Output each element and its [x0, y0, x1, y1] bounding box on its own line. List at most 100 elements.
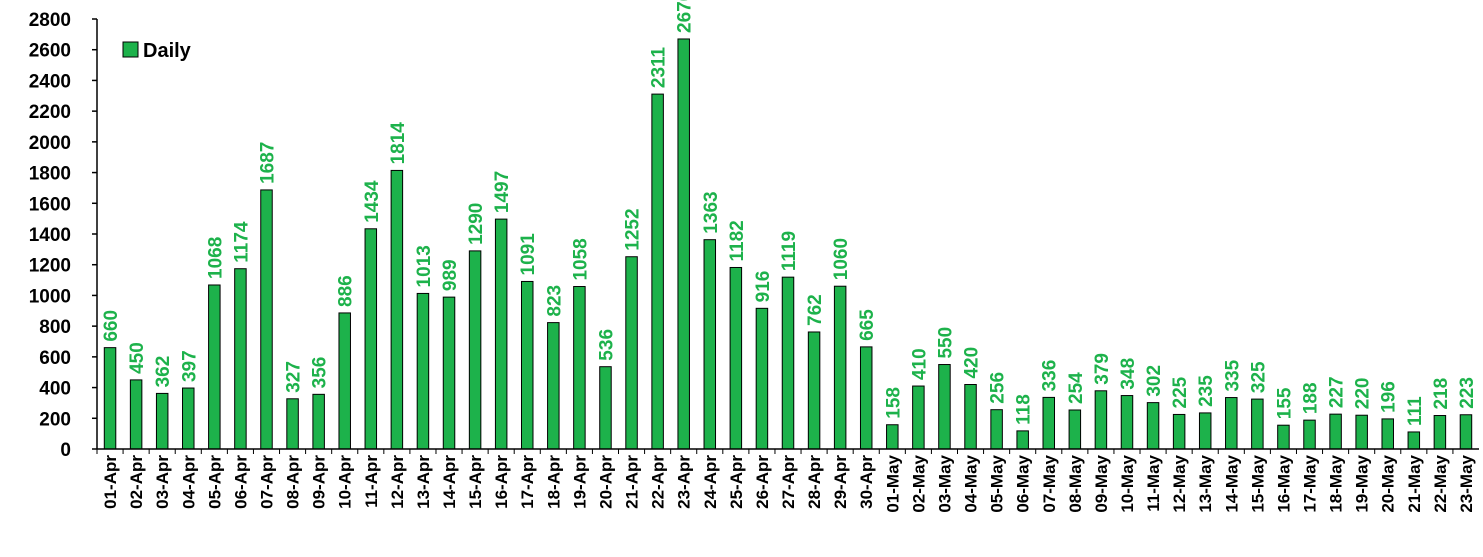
data-label: 356	[310, 357, 331, 389]
bar	[755, 307, 769, 450]
data-label: 420	[962, 347, 983, 379]
y-tick-label: 400	[39, 379, 71, 400]
data-label: 550	[935, 327, 956, 359]
x-tick-label: 16-Apr	[492, 455, 511, 509]
data-label: 155	[1274, 387, 1295, 419]
bar	[886, 424, 899, 450]
bars	[103, 38, 1473, 450]
x-tick-label: 12-Apr	[388, 455, 407, 509]
data-label: 1363	[701, 191, 722, 233]
data-label: 379	[1092, 353, 1113, 385]
data-label: 1434	[362, 180, 383, 223]
bar	[1433, 415, 1447, 450]
x-tick-label: 11-Apr	[362, 455, 381, 508]
bar	[1068, 409, 1082, 450]
data-label: 362	[153, 356, 174, 388]
data-label: 235	[1196, 375, 1217, 407]
x-tick-label: 05-Apr	[205, 455, 224, 509]
x-tick-label: 10-May	[1118, 454, 1137, 512]
x-tick-label: 06-Apr	[231, 455, 250, 509]
x-tick-label: 17-May	[1301, 454, 1320, 512]
x-tick-label: 21-Apr	[623, 455, 642, 509]
x-tick-label: 12-May	[1170, 454, 1189, 512]
data-label: 1091	[518, 233, 539, 276]
bar	[1172, 413, 1186, 450]
data-label: 1814	[388, 122, 409, 165]
y-tick-label: 2600	[29, 41, 71, 62]
bar	[807, 331, 821, 450]
x-tick-label: 28-Apr	[805, 455, 824, 509]
data-label: 111	[1405, 396, 1426, 426]
bar	[599, 366, 612, 450]
legend: Daily	[122, 40, 192, 62]
x-tick-label: 23-Apr	[675, 455, 694, 509]
y-tick-label: 1200	[29, 256, 71, 277]
data-label: 254	[1066, 372, 1087, 404]
data-label: 410	[909, 348, 930, 380]
x-tick-label: 05-May	[988, 454, 1007, 512]
data-label: 1182	[727, 220, 748, 261]
data-label: 450	[127, 342, 148, 374]
bar	[547, 322, 560, 450]
bar	[416, 292, 430, 450]
y-tick-label: 1800	[29, 164, 71, 185]
x-tick-label: 04-Apr	[179, 455, 198, 509]
bar	[1094, 390, 1108, 450]
bar	[990, 409, 1003, 450]
x-tick-label: 26-Apr	[753, 455, 772, 509]
x-tick-label: 13-Apr	[414, 455, 433, 509]
bar	[364, 228, 378, 450]
y-tick-label: 2400	[29, 71, 71, 92]
bar	[573, 286, 586, 450]
y-axis: 0 200 400 600 800 1000 1200 1400 1600 1800 2000 220…	[29, 10, 98, 461]
bar	[155, 392, 169, 450]
x-tick-label: 02-May	[909, 454, 928, 512]
bar	[234, 268, 247, 450]
data-label: 336	[1040, 360, 1061, 392]
x-tick-label: 10-Apr	[336, 455, 355, 509]
x-tick-label: 03-Apr	[153, 455, 172, 509]
y-tick-label: 2200	[29, 102, 71, 123]
bar	[1459, 414, 1473, 450]
x-tick-label: 20-Apr	[596, 455, 615, 509]
data-label: 1060	[831, 238, 852, 280]
x-tick-label: 02-Apr	[127, 455, 146, 509]
x-tick-label: 19-May	[1353, 454, 1372, 512]
y-tick-label: 1600	[29, 194, 71, 215]
bar	[1355, 414, 1368, 450]
x-tick-label: 16-May	[1274, 454, 1293, 512]
bar	[468, 250, 482, 450]
data-label: 227	[1327, 376, 1348, 408]
y-tick-label: 2800	[29, 10, 71, 31]
x-tick-label: 09-May	[1092, 454, 1111, 512]
data-label: 327	[284, 361, 305, 393]
bar	[964, 384, 977, 450]
bar	[1198, 412, 1212, 450]
data-label: 762	[805, 294, 826, 326]
x-tick-label: 01-May	[883, 454, 902, 512]
x-tick-label: 08-May	[1066, 454, 1085, 512]
bar	[390, 169, 404, 450]
data-label: 397	[179, 350, 200, 382]
data-label: 660	[101, 310, 122, 342]
x-tick-label: 23-May	[1457, 454, 1476, 512]
data-label: 188	[1301, 382, 1322, 414]
x-tick-label: 20-May	[1379, 454, 1398, 512]
y-tick-label: 200	[39, 409, 71, 430]
x-tick-label: 07-May	[1040, 454, 1059, 512]
data-label: 916	[753, 271, 774, 303]
data-label: 1252	[623, 208, 644, 250]
bar	[703, 239, 717, 450]
data-label: 256	[988, 372, 1009, 404]
x-tick-label: 15-May	[1248, 454, 1267, 512]
bar	[442, 296, 456, 450]
x-tick-label: 18-Apr	[544, 455, 563, 509]
bar	[1225, 397, 1238, 450]
bar	[912, 385, 925, 450]
bar	[1303, 419, 1316, 450]
data-label: 325	[1248, 361, 1269, 393]
bar	[1146, 402, 1160, 450]
data-label: 1013	[414, 245, 435, 287]
x-tick-label: 03-May	[935, 454, 954, 512]
bar	[859, 346, 873, 450]
